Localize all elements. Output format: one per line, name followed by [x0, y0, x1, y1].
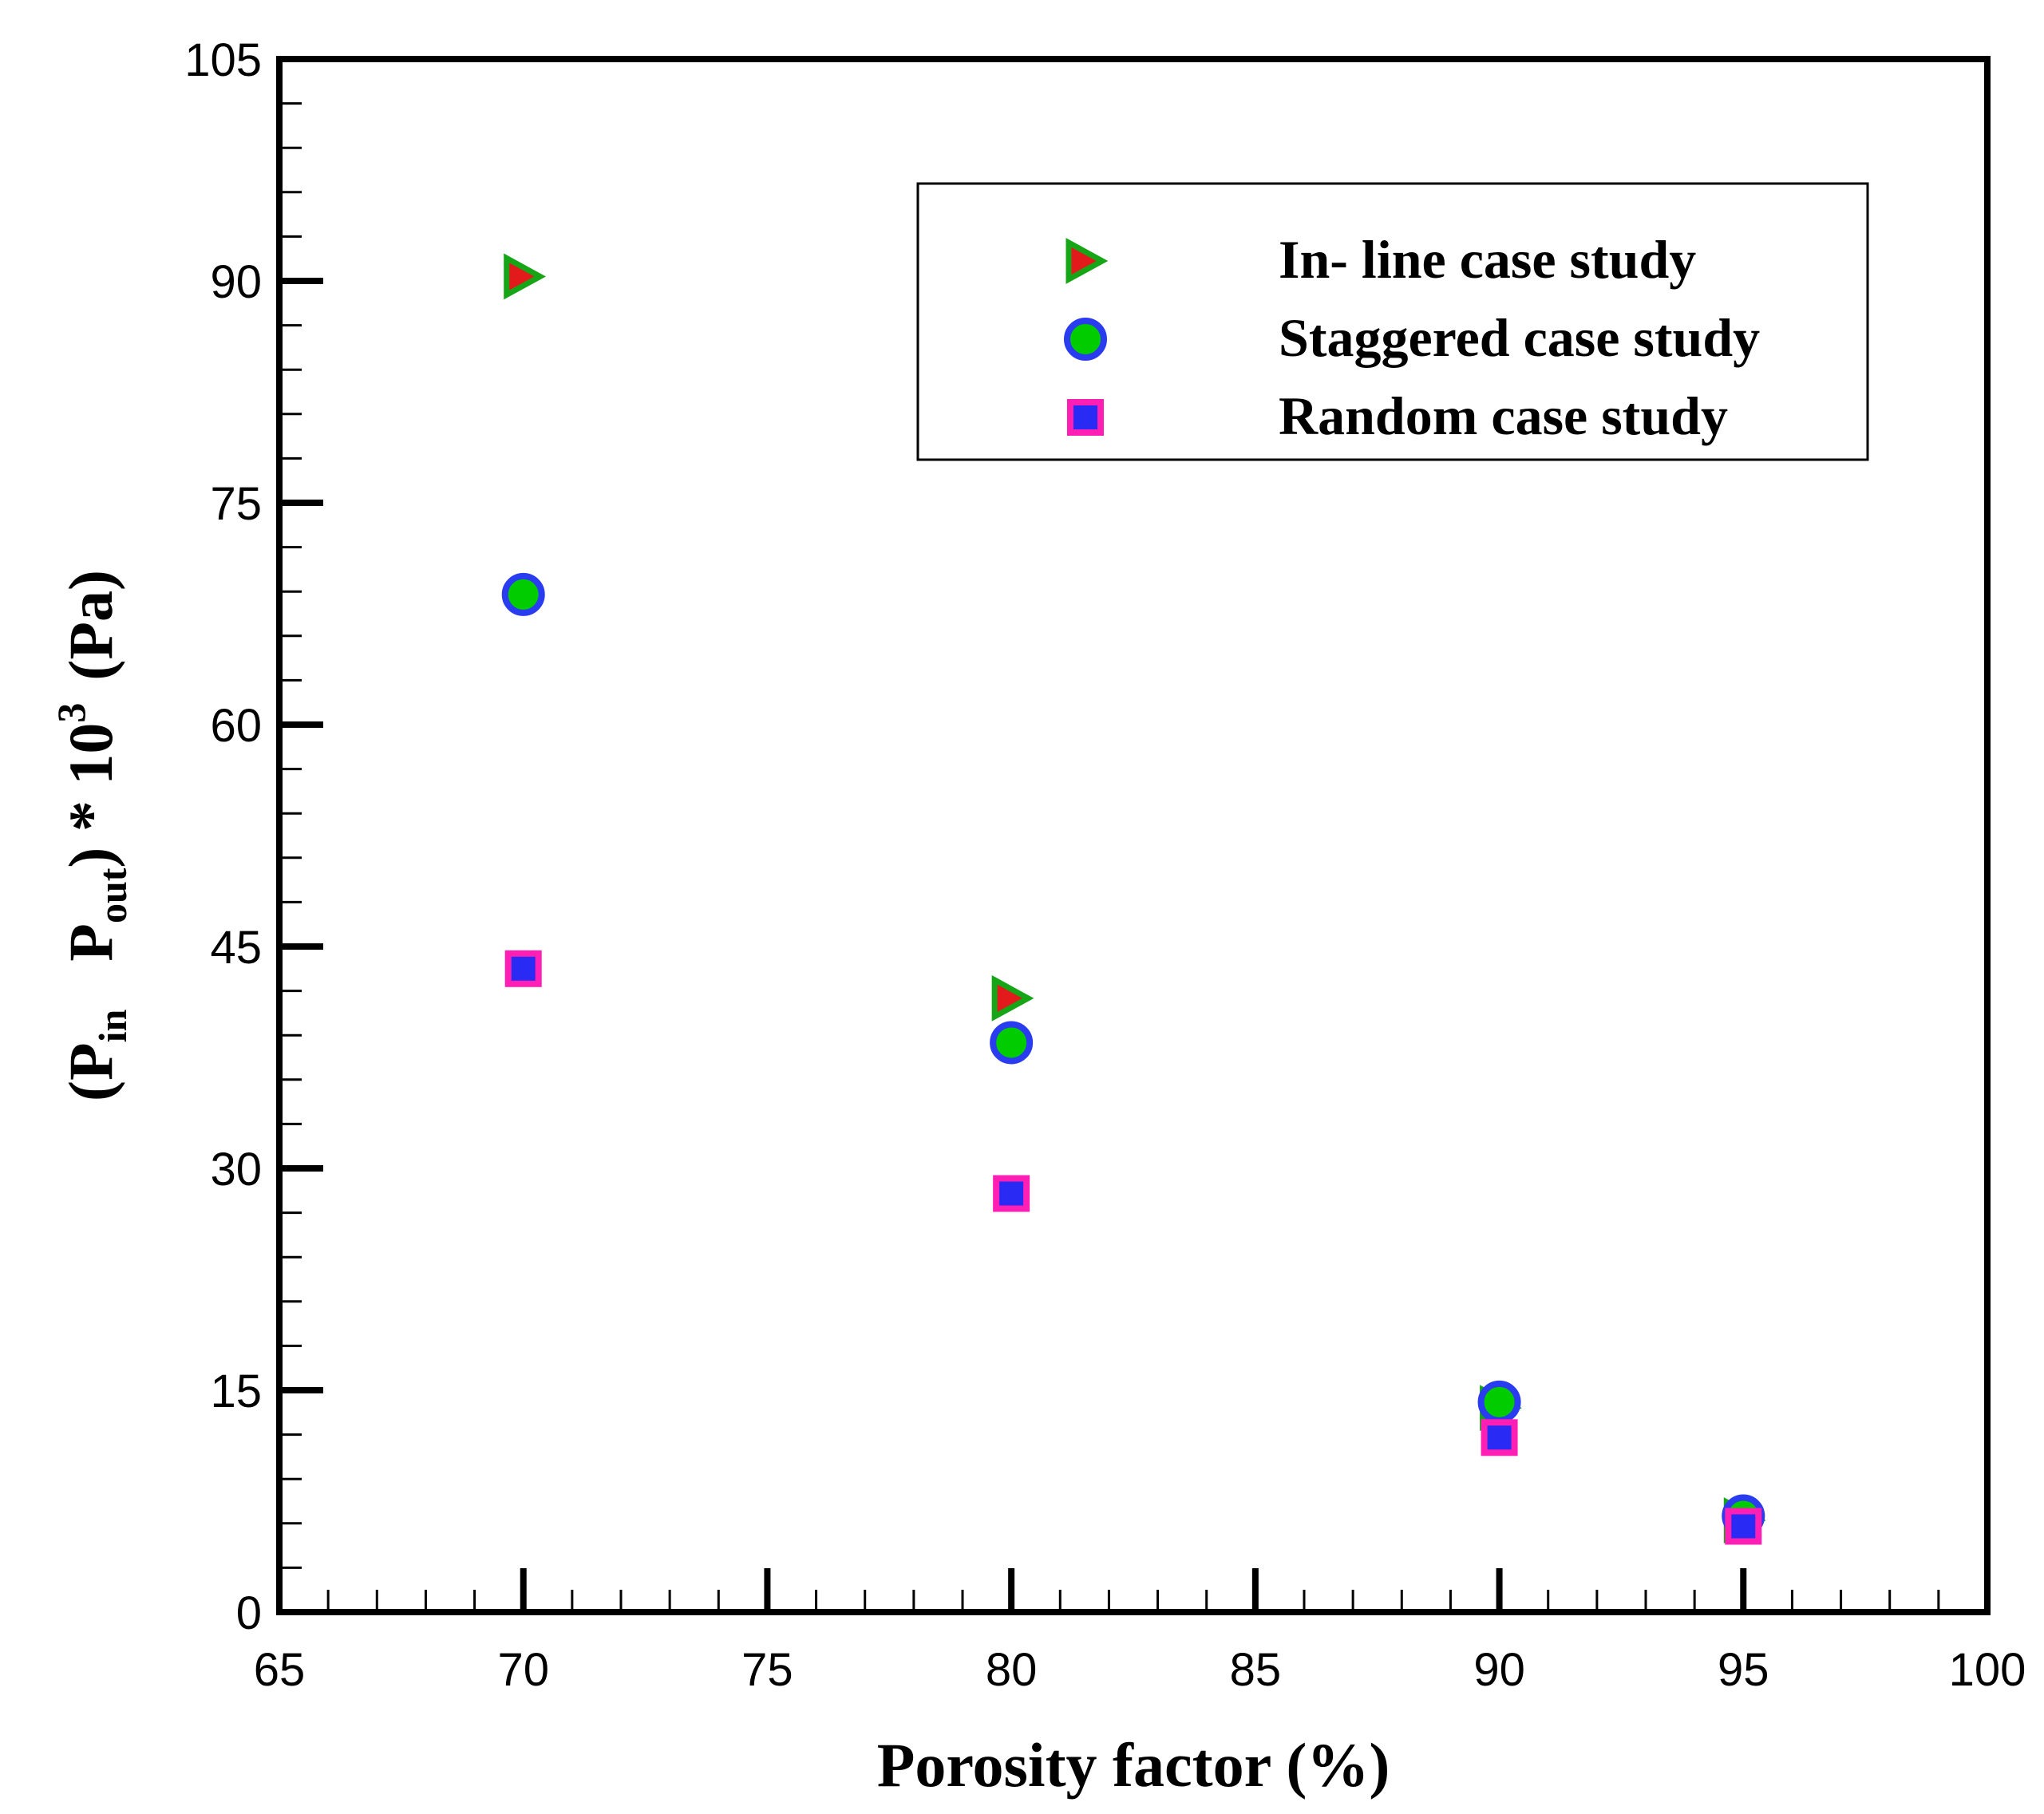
y-axis-title: (Pin Pout) * 103 (Pa) — [49, 570, 135, 1101]
x-tick-label: 95 — [1718, 1644, 1769, 1696]
x-tick-label: 65 — [254, 1644, 306, 1696]
x-tick-label: 90 — [1473, 1644, 1525, 1696]
y-tick-label: 60 — [210, 700, 262, 752]
legend: In- line case study Staggered case study… — [916, 182, 1869, 461]
point-random — [504, 950, 542, 987]
x-axis-title: Porosity factor (%) — [877, 1730, 1390, 1800]
y-tick-label: 45 — [210, 922, 262, 974]
legend-symbol-random — [1067, 399, 1104, 436]
y-axis-title-open: (P — [56, 1042, 125, 1101]
legend-marker-random — [1067, 399, 1104, 436]
y-tick-label: 90 — [210, 256, 262, 308]
point-random — [1481, 1419, 1518, 1456]
x-tick-label: 75 — [741, 1644, 793, 1696]
y-tick-label: 75 — [210, 478, 262, 530]
point-staggered — [501, 572, 545, 616]
axis-tick-labels: 65 70 75 80 85 90 95 100 0 15 30 45 60 75 90 105 — [184, 34, 2026, 1696]
point-inline — [991, 974, 1034, 1022]
point-random — [1725, 1508, 1762, 1545]
point-staggered — [1477, 1380, 1521, 1424]
plot-frame — [276, 56, 1991, 1615]
legend-label-inline: In- line case study — [1279, 229, 1696, 290]
x-tick-label: 85 — [1230, 1644, 1282, 1696]
y-tick-label: 30 — [210, 1144, 262, 1196]
point-inline — [504, 253, 547, 300]
y-axis-title-unit: (Pa) — [56, 570, 125, 681]
data-points — [501, 253, 1766, 1545]
x-tick-label: 80 — [986, 1644, 1038, 1696]
legend-symbol-staggered — [1064, 318, 1107, 361]
y-axis-title-p-out: P — [56, 923, 125, 962]
y-tick-label: 15 — [210, 1365, 262, 1417]
legend-label-staggered: Staggered case study — [1279, 307, 1760, 368]
legend-symbol-inline — [1065, 238, 1109, 284]
point-random — [993, 1175, 1030, 1212]
legend-marker-staggered — [1064, 318, 1107, 361]
y-tick-label: 0 — [236, 1587, 262, 1639]
y-axis-title-close: ) * 10 — [56, 723, 125, 868]
y-axis-title-sup: 3 — [49, 703, 93, 723]
y-axis-title-sub-in: in — [90, 1010, 135, 1043]
legend-marker-inline — [1065, 238, 1109, 284]
y-tick-label: 105 — [184, 34, 262, 86]
legend-label-random: Random case study — [1279, 385, 1728, 446]
point-staggered — [990, 1021, 1034, 1065]
x-tick-label: 100 — [1949, 1644, 2026, 1696]
x-tick-label: 70 — [497, 1644, 549, 1696]
y-axis-title-sub-out: out — [90, 867, 135, 923]
